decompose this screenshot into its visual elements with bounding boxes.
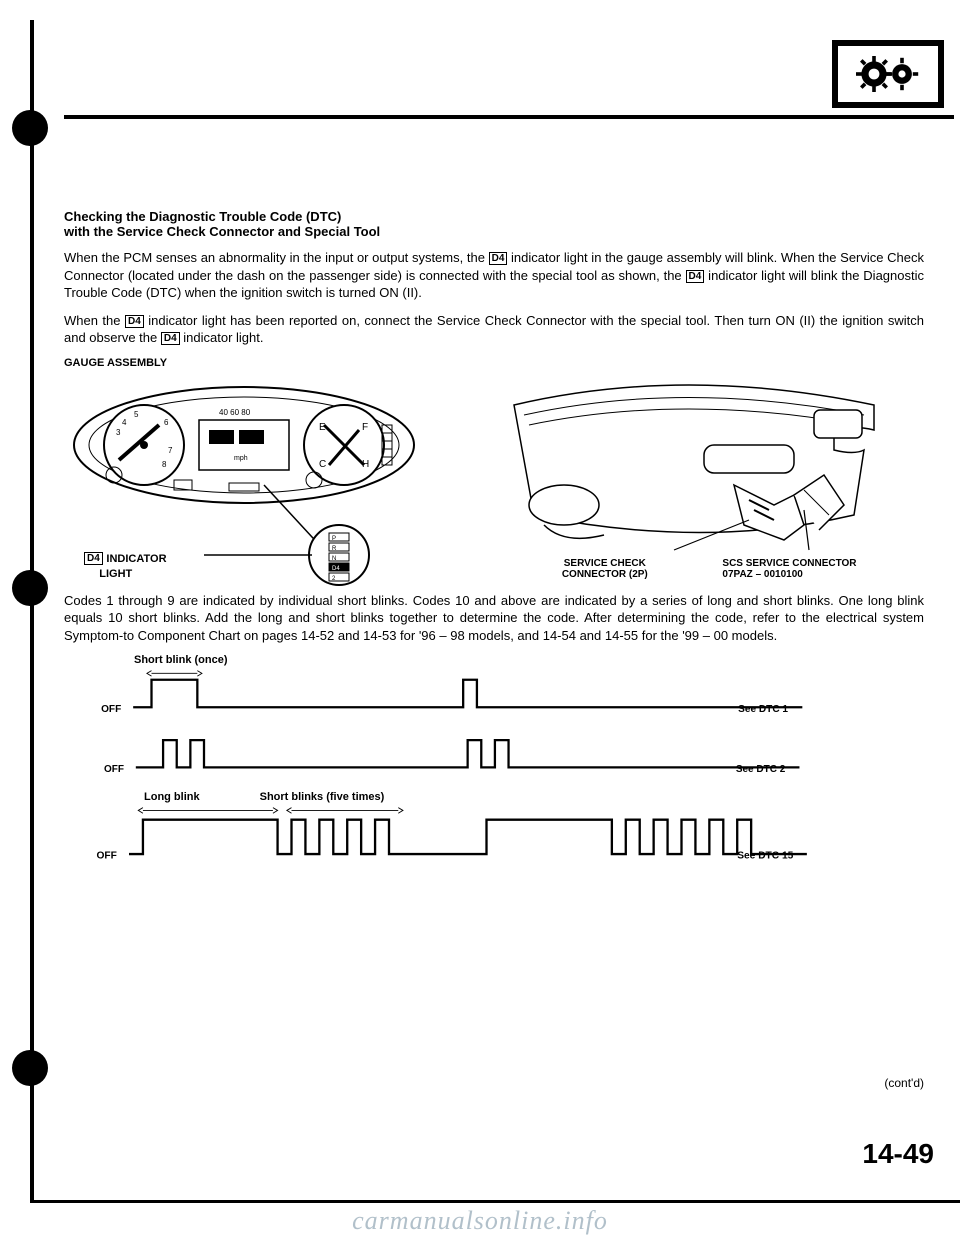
d4-symbol-icon: D4 <box>125 315 144 328</box>
gauge-assembly-label: GAUGE ASSEMBLY <box>64 357 924 369</box>
contd-label: (cont'd) <box>884 1076 924 1090</box>
svg-text:P: P <box>332 536 336 542</box>
svg-text:See DTC 1: See DTC 1 <box>738 704 788 715</box>
svg-text:H: H <box>362 459 369 470</box>
svg-text:See DTC 2: See DTC 2 <box>736 764 786 775</box>
svg-text:3: 3 <box>116 428 121 437</box>
header-rule <box>64 115 954 119</box>
service-check-connector-label: SERVICE CHECKCONNECTOR (2P) <box>504 558 706 580</box>
d4-symbol-icon: D4 <box>686 270 705 283</box>
blink-diagram-dtc15: Long blink Short blinks (five times) OFF… <box>64 791 924 868</box>
svg-text:F: F <box>362 422 368 433</box>
svg-text:OFF: OFF <box>104 764 124 775</box>
paragraph-1: When the PCM senses an abnormality in th… <box>64 249 924 302</box>
svg-text:D4: D4 <box>332 566 340 572</box>
figure-row: 34 56 78 40 60 80 mph EF CH <box>64 375 924 580</box>
paragraph-3: Codes 1 through 9 are indicated by indiv… <box>64 592 924 645</box>
d4-symbol-icon: D4 <box>161 332 180 345</box>
svg-text:See DTC 15: See DTC 15 <box>737 851 793 862</box>
svg-text:mph: mph <box>234 455 248 462</box>
dashboard-figure: SERVICE CHECKCONNECTOR (2P) SCS SERVICE … <box>504 375 924 580</box>
gear-logo-icon <box>832 40 944 108</box>
svg-text:8: 8 <box>162 460 167 469</box>
binder-dot <box>12 110 48 146</box>
section-title-1: Checking the Diagnostic Trouble Code (DT… <box>64 209 924 224</box>
blink-diagram-dtc2: OFF See DTC 2 <box>64 731 924 781</box>
svg-text:OFF: OFF <box>97 851 117 862</box>
svg-text:40 60 80: 40 60 80 <box>219 408 251 417</box>
scs-connector-label: SCS SERVICE CONNECTOR07PAZ – 0010100 <box>722 558 924 580</box>
svg-text:C: C <box>319 459 326 470</box>
blink-diagram-dtc1: Short blink (once) OFF See DTC 1 <box>64 654 924 721</box>
page-number: 14-49 <box>862 1138 934 1170</box>
svg-text:7: 7 <box>168 446 173 455</box>
paragraph-2: When the D4 indicator light has been rep… <box>64 312 924 347</box>
section-title-2: with the Service Check Connector and Spe… <box>64 224 924 239</box>
manual-page: Checking the Diagnostic Trouble Code (DT… <box>30 20 960 1203</box>
binder-dot <box>12 570 48 606</box>
gauge-assembly-figure: 34 56 78 40 60 80 mph EF CH <box>64 375 484 580</box>
svg-text:6: 6 <box>164 418 169 427</box>
svg-text:E: E <box>319 422 326 433</box>
svg-text:OFF: OFF <box>101 704 121 715</box>
content-area: Checking the Diagnostic Trouble Code (DT… <box>64 209 960 868</box>
d4-symbol-icon: D4 <box>84 552 103 565</box>
binder-dot <box>12 1050 48 1086</box>
watermark: carmanualsonline.info <box>352 1206 608 1236</box>
d4-symbol-icon: D4 <box>489 252 508 265</box>
svg-text:5: 5 <box>134 410 139 419</box>
svg-text:R: R <box>332 546 337 552</box>
svg-text:4: 4 <box>122 418 127 427</box>
svg-text:N: N <box>332 556 336 562</box>
